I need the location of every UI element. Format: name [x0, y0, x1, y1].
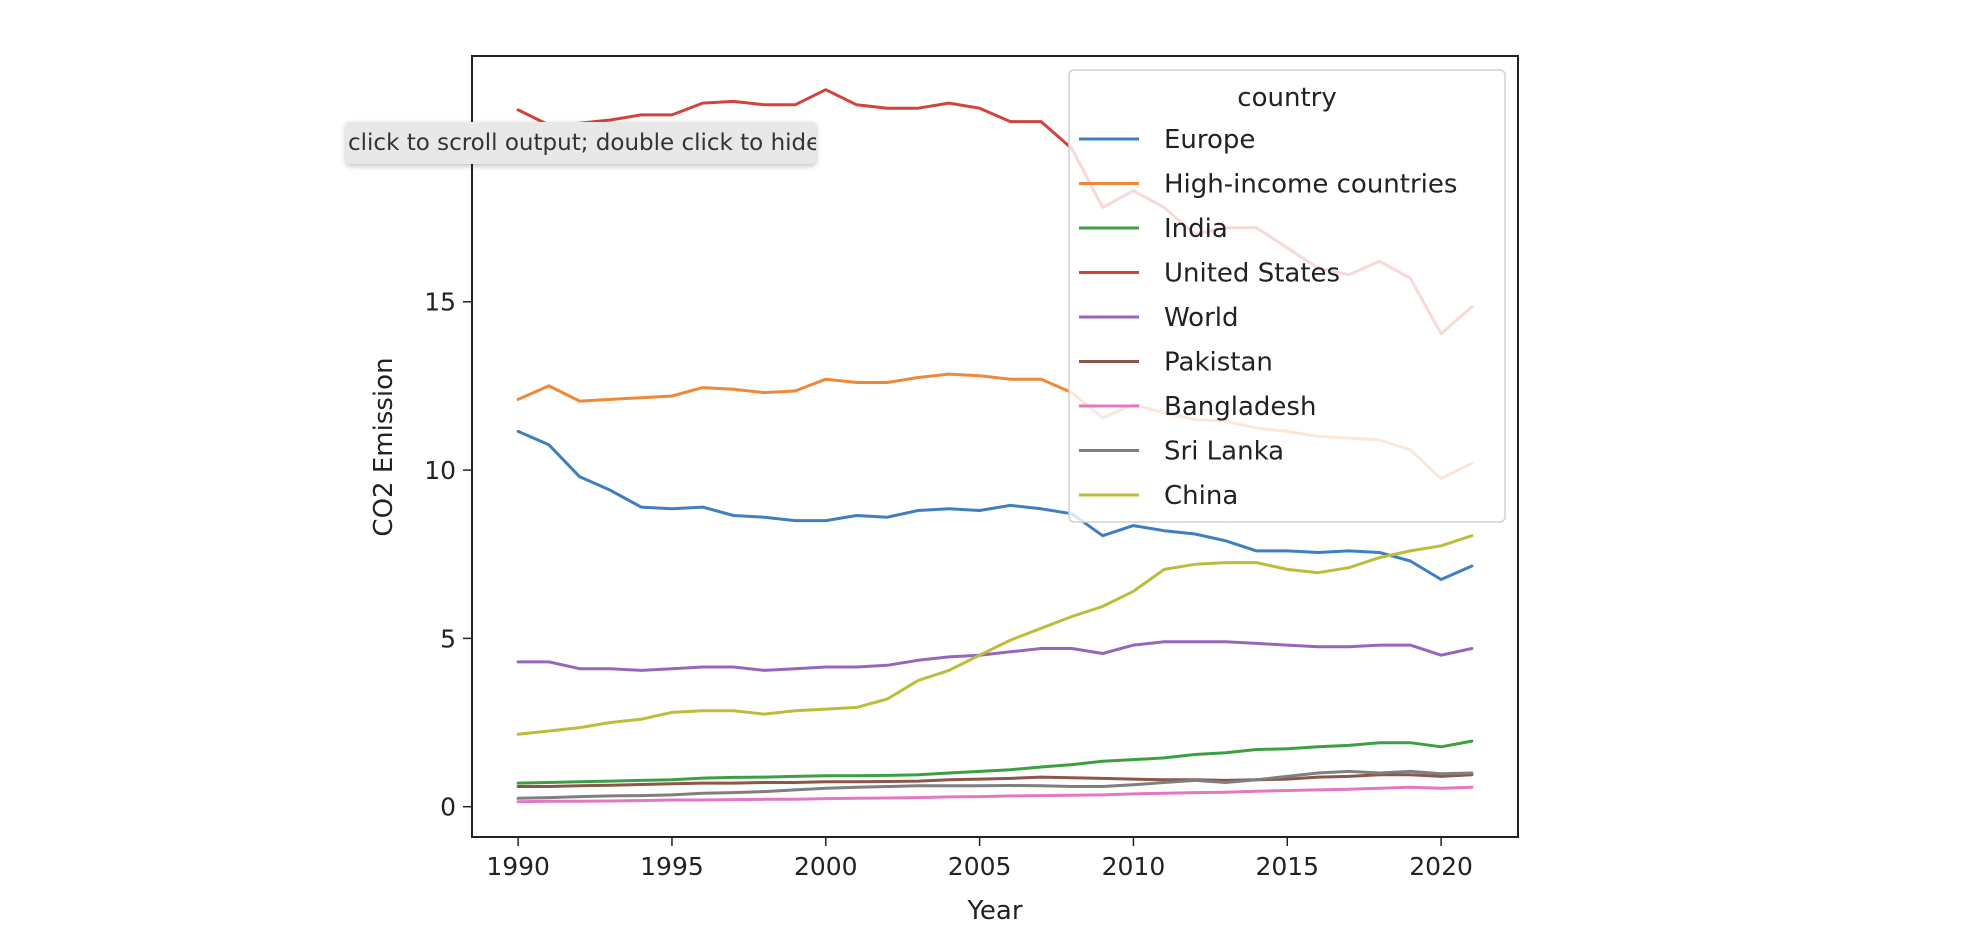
- series-line-china: [516, 534, 1474, 736]
- legend-entry-label: Sri Lanka: [1164, 437, 1284, 467]
- series-line-india: [516, 739, 1474, 785]
- legend-title: country: [1237, 83, 1336, 113]
- legend-entry-label: India: [1164, 214, 1228, 244]
- y-axis-label: CO2 Emission: [369, 357, 399, 536]
- legend-entry-label: High-income countries: [1164, 170, 1457, 200]
- y-tick-label: 10: [424, 456, 456, 485]
- x-tick-label: 2000: [794, 852, 858, 881]
- legend[interactable]: country Europe High-income countries India…: [1068, 69, 1506, 523]
- series-line-world: [516, 640, 1474, 672]
- series-line-bangladesh: [516, 785, 1474, 804]
- y-tick-label: 0: [440, 793, 456, 822]
- series-line-sri-lanka: [516, 769, 1474, 800]
- legend-entry-label: Pakistan: [1164, 348, 1273, 378]
- x-axis-label: Year: [966, 896, 1022, 926]
- x-axis-ticks: 1990 1995 2000 2005 2010 2015 2020: [486, 837, 1473, 881]
- series-line-pakistan: [516, 773, 1474, 788]
- y-axis-ticks: 0 5 10 15: [424, 288, 472, 822]
- tooltip-text: click to scroll output; double click to …: [348, 130, 816, 156]
- legend-entry-label: Europe: [1164, 125, 1255, 155]
- legend-entry-label: United States: [1164, 259, 1340, 289]
- x-tick-label: 2020: [1409, 852, 1473, 881]
- legend-entry-label: China: [1164, 481, 1238, 511]
- legend-box: [1068, 69, 1506, 523]
- scroll-output-tooltip[interactable]: click to scroll output; double click to …: [346, 122, 816, 164]
- legend-entry-label: World: [1164, 303, 1239, 333]
- plot-frame: [471, 55, 1519, 838]
- x-tick-label: 2015: [1255, 852, 1319, 881]
- series-line-europe: [516, 429, 1474, 581]
- x-tick-label: 1995: [640, 852, 704, 881]
- x-tick-label: 2005: [948, 852, 1012, 881]
- x-tick-label: 2010: [1102, 852, 1166, 881]
- x-tick-label: 1990: [486, 852, 550, 881]
- y-tick-label: 5: [440, 624, 456, 653]
- series-lines: [516, 88, 1474, 804]
- legend-entry-label: Bangladesh: [1164, 392, 1316, 422]
- y-tick-label: 15: [424, 288, 456, 317]
